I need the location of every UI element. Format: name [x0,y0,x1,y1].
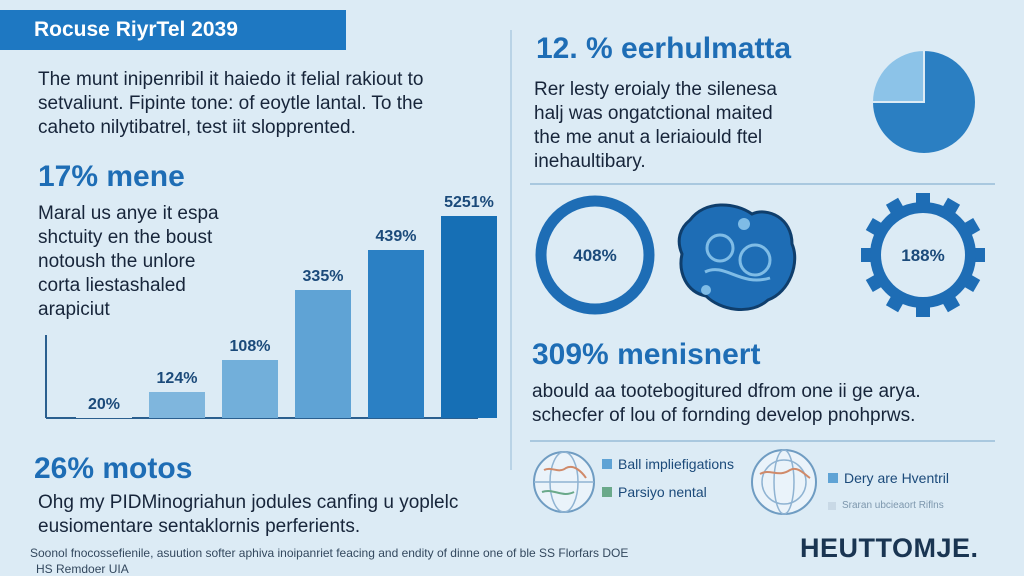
pie-slices [870,48,977,154]
right-top-text: Rer lesty eroialy the silenesa halj was … [534,79,777,172]
blob-icon [677,203,797,312]
legend-label-1: Ball impliefigations [618,456,734,472]
bar-value-label-3: 108% [229,338,271,355]
globe-icon-right [751,449,817,515]
rings-row: 408% 188% [535,193,985,317]
right-top-headline: 12. % eerhulmatta [536,32,792,65]
bottom-left-text: Ohg my PIDMinogriahun jodules canfing u … [38,492,459,537]
legend-item-1: Ball impliefigations [602,456,734,472]
legend-swatch-faint [828,501,836,510]
page-title: Rocuse RiyrTel 2039 [34,18,238,41]
bar-3 [222,360,278,418]
right-mid-text: abould aa tootebogitured dfrom one ii ge… [532,381,921,426]
pie-slice-1 [870,48,977,154]
right-divider-bottom [530,440,995,442]
bar-value-label-1: 20% [87,396,121,413]
globes-row [533,449,817,515]
bar-2 [149,392,205,418]
legend-label-faint: Sraran ubcieaort Riflns [842,500,944,511]
ring-right-label: 188% [901,246,944,265]
legend-label-2: Parsiyo nental [618,484,707,500]
center-divider [510,30,512,470]
ring-left-label: 408% [573,246,616,265]
footer-note-line2: HS Remdoer UIA [36,562,129,576]
bar-value-label-2: 124% [156,370,198,387]
intro-text: The munt inipenribil it haiedo it felial… [38,69,424,138]
pie-slice-2 [870,48,925,103]
bar-6 [441,216,497,418]
ring-left [535,195,655,315]
bar-value-label-5: 439% [375,228,417,245]
legend-swatch-3 [828,473,838,483]
gear-icon [861,193,985,317]
legend-item-2: Parsiyo nental [602,484,707,500]
brand-logo-text: HEUTTOMJE. [800,533,979,563]
globe-icon-left [533,451,595,513]
legend-label-3: Dery are Hventril [844,470,950,486]
legend-swatch-1 [602,459,612,469]
footer-note-line1: Soonol fnocossefienile, asuution softer … [30,546,629,560]
bar-1 [76,402,132,418]
left-headline: 17% mene [38,160,185,193]
bar-5 [368,250,424,418]
pie-chart [870,48,977,154]
bottom-left-headline: 26% motos [34,452,193,485]
legend-item-3: Dery are Hventril [828,470,949,486]
title-banner: Rocuse RiyrTel 2039 [0,10,346,50]
bar-value-label-6: 5251% [444,194,494,211]
bar-4 [295,290,351,418]
legend-item-faint: Sraran ubcieaort Riflns [828,500,944,511]
right-divider-top [530,183,995,185]
right-mid-headline: 309% menisnert [532,338,761,371]
left-text: Maral us anye it espa shctuity en the bo… [38,203,219,320]
legend-swatch-2 [602,487,612,497]
brand-logo: HEUTTOMJE. [800,533,979,564]
